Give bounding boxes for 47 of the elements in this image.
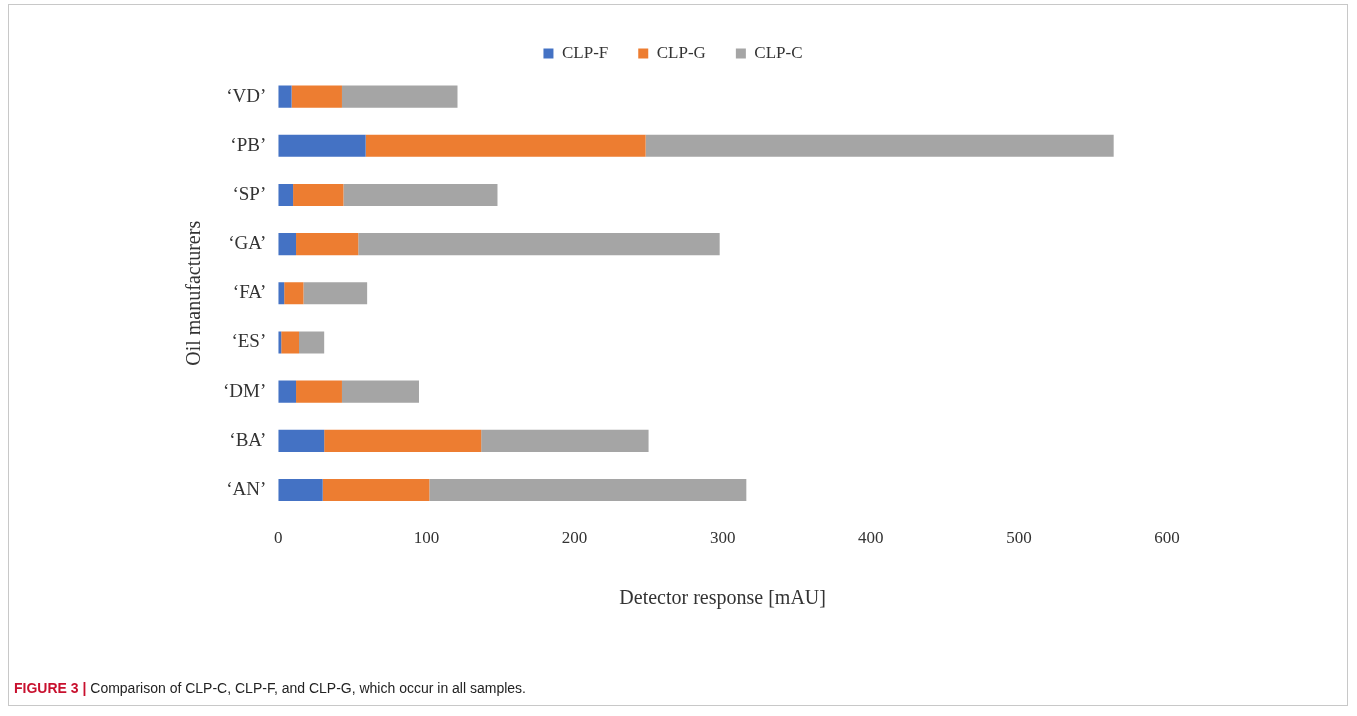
x-tick-label: 100 (413, 528, 440, 548)
bar (341, 85, 458, 108)
y-tick-label: ‘SP’ (232, 182, 267, 204)
bar (296, 380, 342, 403)
legend-label: CLP-C (754, 42, 803, 62)
bar (645, 134, 1114, 157)
bar (299, 331, 325, 354)
bar (429, 478, 747, 502)
bar (296, 233, 359, 256)
y-tick-label: ‘FA’ (232, 281, 267, 303)
y-tick-label: ‘GA’ (228, 232, 267, 254)
y-tick-label: ‘VD’ (226, 84, 267, 106)
bar (278, 233, 297, 256)
bar (284, 282, 304, 305)
x-axis-title: Detector response [mAU] (619, 586, 826, 610)
x-tick-label: 300 (709, 528, 736, 548)
bar (278, 429, 325, 452)
y-tick-label: ‘BA’ (229, 428, 267, 450)
bar (293, 183, 344, 207)
bar (481, 429, 649, 452)
x-tick-label: 0 (274, 528, 283, 548)
x-tick-label: 600 (1154, 528, 1180, 548)
y-tick-label: ‘ES’ (231, 330, 267, 352)
bar (341, 380, 419, 403)
bar (278, 85, 292, 108)
bar (278, 380, 297, 403)
bar (278, 134, 366, 157)
bar (291, 85, 342, 108)
bar (278, 183, 294, 207)
y-axis-title: Oil manufacturers (182, 220, 205, 366)
y-tick-label: ‘DM’ (222, 379, 267, 401)
bar (281, 331, 300, 354)
bar (358, 233, 720, 256)
y-tick-label: ‘AN’ (226, 478, 267, 499)
bar (303, 282, 368, 305)
legend-label: CLP-F (561, 42, 609, 62)
bar (365, 134, 646, 157)
y-tick-label: ‘PB’ (230, 133, 267, 155)
bar (343, 183, 498, 207)
x-tick-label: 500 (1006, 528, 1032, 548)
bar (324, 429, 482, 452)
x-tick-label: 200 (561, 528, 588, 548)
bar (278, 478, 323, 502)
x-tick-label: 400 (858, 528, 884, 548)
legend-label: CLP-G (656, 42, 706, 62)
bar (322, 478, 430, 502)
caption: FIGURE 3 | Comparison of CLP-C, CLP-F, and CLP-G, which occur in all samples. (14, 680, 526, 696)
